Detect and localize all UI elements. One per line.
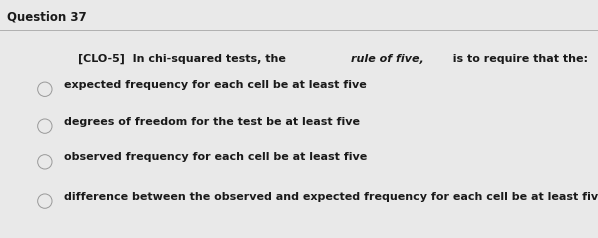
Text: Question 37: Question 37 <box>7 11 87 24</box>
Text: expected frequency for each cell be at least five: expected frequency for each cell be at l… <box>64 80 367 90</box>
Text: [CLO-5]  In chi-squared tests, the: [CLO-5] In chi-squared tests, the <box>78 54 289 64</box>
Text: observed frequency for each cell be at least five: observed frequency for each cell be at l… <box>64 152 367 162</box>
Text: degrees of freedom for the test be at least five: degrees of freedom for the test be at le… <box>64 117 360 127</box>
Text: rule of five,: rule of five, <box>351 54 424 64</box>
Text: difference between the observed and expected frequency for each cell be at least: difference between the observed and expe… <box>64 192 598 202</box>
Text: is to require that the:: is to require that the: <box>445 54 588 64</box>
